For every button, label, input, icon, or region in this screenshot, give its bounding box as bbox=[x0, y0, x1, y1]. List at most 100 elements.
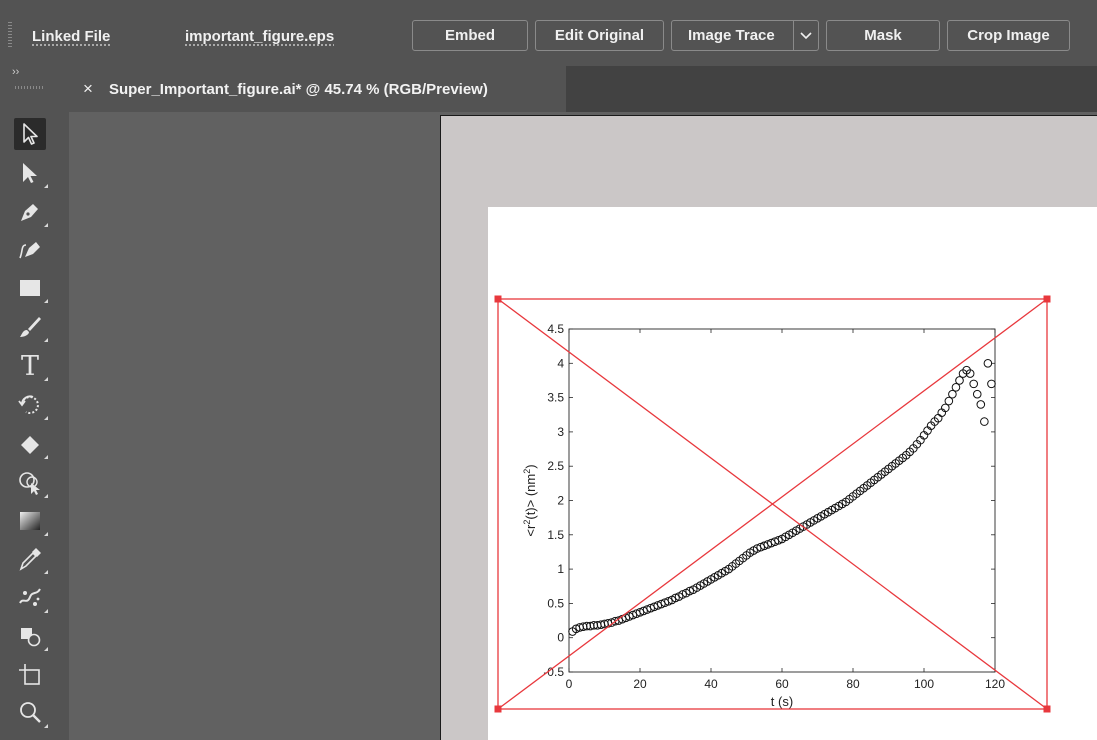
x-axis-label: t (s) bbox=[771, 694, 793, 709]
data-point bbox=[976, 400, 986, 409]
symbol-sprayer-icon bbox=[19, 588, 41, 606]
tool-group-indicator bbox=[44, 377, 48, 381]
tool-group-indicator bbox=[44, 223, 48, 227]
symbol-sprayer-tool[interactable] bbox=[14, 582, 48, 614]
placeholder-diagonal bbox=[497, 298, 1048, 710]
resize-handle bbox=[494, 705, 502, 713]
plot-frame bbox=[568, 328, 996, 673]
eyedropper-tool[interactable] bbox=[14, 543, 48, 575]
x-tick-label: 0 bbox=[566, 677, 573, 691]
y-tick-label: -0.5 bbox=[543, 665, 564, 679]
document-tab-strip: × Super_Important_figure.ai* @ 45.74 % (… bbox=[69, 66, 1097, 112]
tools-panel-grip[interactable] bbox=[15, 86, 45, 89]
x-tick-label: 120 bbox=[985, 677, 1005, 691]
y-axis-label-part: <r bbox=[523, 524, 538, 537]
close-tab-icon[interactable]: × bbox=[83, 79, 93, 98]
tool-group-indicator bbox=[44, 532, 48, 536]
crop-image-label: Crop Image bbox=[967, 27, 1050, 44]
y-axis-label-part: (t)> (nm bbox=[523, 474, 538, 520]
data-point bbox=[955, 376, 964, 385]
data-point bbox=[944, 396, 954, 406]
zoom-tool[interactable] bbox=[14, 697, 48, 729]
eraser-tool[interactable] bbox=[14, 428, 48, 460]
embed-button[interactable]: Embed bbox=[412, 20, 528, 51]
y-tick-label: 0 bbox=[557, 631, 564, 645]
bounding-box-frame bbox=[497, 298, 1048, 710]
selection-tool[interactable] bbox=[14, 118, 46, 150]
zoom-icon bbox=[20, 702, 41, 723]
selection-arrow-icon bbox=[23, 123, 38, 145]
canvas-area[interactable]: 0 20 40 60 80 100 120 -0.5 0 0.5 1 1.5 2 2.5 3 3.5 4 4.5 … bbox=[69, 112, 1097, 740]
data-point bbox=[965, 369, 975, 378]
data-point bbox=[678, 590, 687, 599]
placed-figure[interactable]: 0 20 40 60 80 100 120-0.500.511.522.533.544.5 … bbox=[69, 112, 1097, 740]
data-point bbox=[948, 389, 957, 399]
resize-handle bbox=[1043, 295, 1051, 303]
tool-group-indicator bbox=[44, 184, 48, 188]
eyedropper-icon bbox=[19, 548, 41, 571]
x-tick-label: 80 bbox=[846, 677, 860, 691]
pen-icon bbox=[21, 204, 38, 221]
data-point bbox=[941, 403, 950, 413]
rectangle-tool[interactable] bbox=[14, 272, 48, 304]
x-tick-label: 100 bbox=[914, 677, 934, 691]
data-point bbox=[685, 586, 695, 596]
tool-group-indicator bbox=[44, 724, 48, 728]
mask-button[interactable]: Mask bbox=[826, 20, 940, 51]
x-tick-label: 40 bbox=[704, 677, 718, 691]
live-paint-icon bbox=[21, 628, 41, 647]
paintbrush-tool[interactable] bbox=[14, 311, 48, 343]
rotate-icon bbox=[18, 395, 39, 415]
x-tick-label: 20 bbox=[633, 677, 647, 691]
data-point bbox=[969, 379, 979, 389]
embed-label: Embed bbox=[444, 27, 495, 44]
control-bar-grip[interactable] bbox=[8, 22, 12, 48]
rotate-tool[interactable] bbox=[14, 389, 48, 421]
data-point bbox=[987, 379, 996, 389]
direct-selection-arrow-icon bbox=[23, 163, 37, 183]
curvature-tool[interactable] bbox=[14, 234, 46, 266]
y-axis-label: <r2(t)> (nm2) bbox=[522, 464, 538, 536]
edit-original-button[interactable]: Edit Original bbox=[535, 20, 664, 51]
image-trace-button[interactable]: Image Trace bbox=[671, 20, 819, 51]
direct-selection-tool[interactable] bbox=[14, 157, 48, 189]
gradient-tool[interactable] bbox=[14, 505, 48, 537]
shape-builder-icon bbox=[19, 472, 40, 495]
tools-panel: ›› T bbox=[0, 66, 69, 740]
image-trace-label: Image Trace bbox=[688, 27, 775, 44]
rectangle-icon bbox=[20, 280, 40, 296]
collapse-panel-icon[interactable]: ›› bbox=[12, 66, 20, 78]
linked-file-name[interactable]: important_figure.eps bbox=[185, 28, 335, 45]
tool-group-indicator bbox=[44, 299, 48, 303]
data-point bbox=[951, 383, 961, 392]
y-tick-label: 2.5 bbox=[547, 459, 564, 473]
tool-group-indicator bbox=[44, 647, 48, 651]
paintbrush-icon bbox=[20, 317, 41, 337]
document-tab[interactable]: × Super_Important_figure.ai* @ 45.74 % (… bbox=[69, 66, 566, 112]
data-point bbox=[671, 593, 680, 603]
y-tick-label: 2 bbox=[557, 494, 564, 508]
artboard-tool[interactable] bbox=[14, 659, 46, 691]
type-icon: T bbox=[20, 350, 39, 382]
image-trace-dropdown[interactable] bbox=[793, 21, 818, 50]
tool-group-indicator bbox=[44, 570, 48, 574]
data-point bbox=[972, 389, 982, 399]
resize-handle bbox=[494, 295, 502, 303]
tool-group-indicator bbox=[44, 416, 48, 420]
selection-bounding-box[interactable] bbox=[494, 295, 1051, 713]
curvature-pen-icon bbox=[19, 242, 40, 259]
data-point bbox=[980, 417, 989, 426]
y-axis-label-part: ) bbox=[523, 464, 538, 468]
live-paint-tool[interactable] bbox=[14, 620, 48, 652]
y-axis-label-superscript: 2 bbox=[522, 469, 532, 474]
type-tool[interactable]: T bbox=[14, 350, 48, 382]
y-axis-label-superscript: 2 bbox=[522, 520, 532, 525]
pen-tool[interactable] bbox=[14, 196, 48, 228]
chart-axes: 0 20 40 60 80 100 120-0.500.511.522.533.544.5 bbox=[543, 322, 1005, 691]
chart-points bbox=[568, 359, 996, 636]
linked-file-link[interactable]: Linked File bbox=[32, 28, 111, 45]
document-tab-title: Super_Important_figure.ai* @ 45.74 % (RG… bbox=[108, 80, 488, 98]
shape-builder-tool[interactable] bbox=[14, 467, 48, 499]
crop-image-button[interactable]: Crop Image bbox=[947, 20, 1070, 51]
y-tick-label: 3 bbox=[557, 425, 564, 439]
